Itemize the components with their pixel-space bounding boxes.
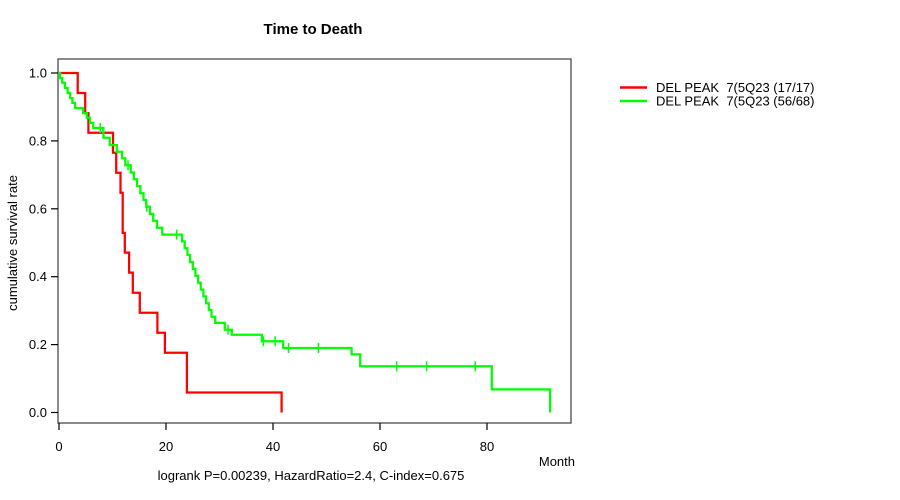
- footnote: logrank P=0.00239, HazardRatio=2.4, C-in…: [158, 468, 465, 483]
- x-tick-label: 80: [480, 439, 494, 454]
- plot-frame: [57, 58, 572, 424]
- series-curves: [58, 71, 552, 413]
- y-tick-label: 0.4: [29, 269, 47, 284]
- y-tick-label: 1.0: [29, 66, 47, 81]
- x-tick-label: 40: [266, 439, 280, 454]
- y-tick-label: 0.0: [29, 405, 47, 420]
- y-tick-label: 0.6: [29, 201, 47, 216]
- chart-title: Time to Death: [264, 21, 363, 38]
- km-curve-group2: [58, 71, 552, 413]
- legend: DEL PEAK 7(5Q23 (17/17) DEL PEAK 7(5Q23 …: [620, 80, 815, 109]
- y-axis-ticks: 0.0 0.2 0.4 0.6 0.8 1.0: [29, 66, 58, 420]
- x-axis-title: Month: [539, 454, 575, 469]
- y-axis-title: cumulative survival rate: [5, 175, 20, 311]
- legend-label-group1: DEL PEAK 7(5Q23 (17/17): [656, 80, 815, 95]
- km-curve-group1: [59, 71, 283, 413]
- y-tick-label: 0.2: [29, 337, 47, 352]
- x-tick-label: 0: [55, 439, 62, 454]
- x-tick-label: 60: [373, 439, 387, 454]
- x-tick-label: 20: [159, 439, 173, 454]
- legend-label-group2: DEL PEAK 7(5Q23 (56/68): [656, 94, 815, 109]
- y-tick-label: 0.8: [29, 133, 47, 148]
- x-axis-ticks: 0 20 40 60 80: [55, 423, 494, 454]
